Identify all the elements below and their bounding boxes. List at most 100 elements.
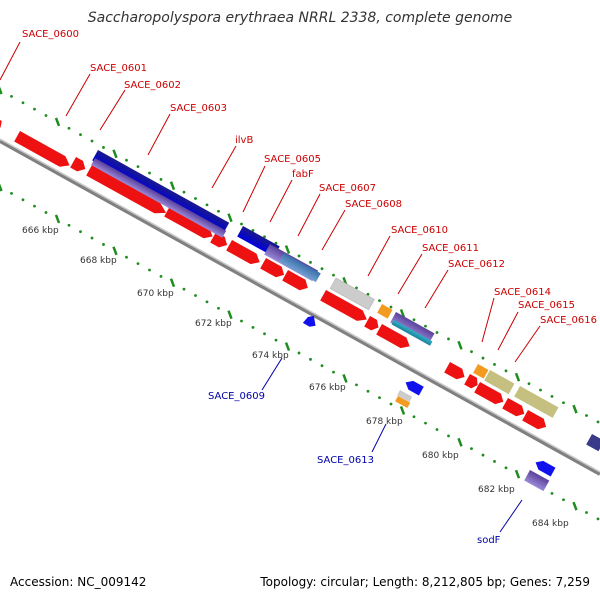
gene-label[interactable]: SACE_0611: [422, 243, 479, 254]
tick-mark-major: [169, 181, 176, 191]
tick-mark-minor: [504, 369, 508, 373]
gene-arrow[interactable]: [376, 324, 412, 351]
gene-label[interactable]: ilvB: [235, 135, 253, 146]
tick-mark-minor: [493, 460, 496, 463]
gene-label[interactable]: SACE_0616: [540, 315, 597, 326]
tick-mark-minor: [159, 274, 163, 278]
kbp-label: 674 kbp: [252, 351, 289, 361]
tick-mark-minor: [366, 292, 370, 296]
tick-mark-minor: [435, 331, 439, 334]
tick-mark-minor: [102, 146, 105, 149]
gene-label[interactable]: sodF: [477, 535, 501, 546]
feature-box[interactable]: [91, 158, 227, 238]
tick-mark-minor: [562, 498, 565, 502]
gene-label[interactable]: SACE_0600: [22, 29, 79, 40]
kbp-label: 672 kbp: [195, 319, 232, 329]
forward-leader-lines: [0, 41, 541, 363]
tick-mark-minor: [297, 254, 301, 258]
gene-arrow[interactable]: [364, 316, 381, 333]
gene-label[interactable]: SACE_0614: [494, 287, 551, 298]
gene-label[interactable]: SACE_0612: [448, 259, 505, 270]
tick-mark-major: [514, 469, 521, 479]
gene-label[interactable]: SACE_0601: [90, 63, 147, 74]
kbp-label: 676 kbp: [309, 383, 346, 393]
tick-mark-minor: [217, 209, 220, 213]
tick-mark-minor: [44, 114, 48, 117]
gene-arrow[interactable]: [260, 258, 287, 280]
feature-box[interactable]: [397, 390, 413, 403]
tick-mark-minor: [263, 332, 266, 336]
feature-box[interactable]: [473, 364, 489, 379]
tick-mark-minor: [102, 243, 105, 246]
tick-mark-minor: [435, 428, 439, 431]
tick-mark-minor: [412, 318, 416, 322]
gene-arrow[interactable]: [444, 362, 467, 382]
tick-mark-minor: [274, 338, 278, 342]
reverse-gene-arrow[interactable]: [403, 378, 424, 396]
gene-label[interactable]: fabF: [292, 169, 314, 180]
gene-arrow[interactable]: [282, 270, 311, 293]
tick-dots-inner: [0, 183, 600, 521]
gene-arrow[interactable]: [502, 398, 527, 419]
reverse-leader-lines: [261, 357, 523, 533]
feature-box[interactable]: [524, 470, 550, 492]
tick-mark-minor: [585, 414, 588, 417]
tick-mark-minor: [596, 420, 600, 424]
tick-mark-major: [112, 246, 118, 256]
gene-label[interactable]: SACE_0613: [317, 455, 374, 466]
tick-mark-minor: [274, 241, 278, 245]
feature-box[interactable]: [395, 396, 411, 409]
gene-label[interactable]: SACE_0609: [208, 391, 265, 402]
tick-mark-major: [572, 501, 578, 511]
gene-arrow[interactable]: [522, 410, 549, 432]
kbp-label: 670 kbp: [137, 289, 174, 299]
reverse-gene-arrow[interactable]: [533, 458, 556, 477]
feature-box[interactable]: [377, 304, 393, 319]
gene-arrow[interactable]: [70, 157, 88, 174]
gene-arrow[interactable]: [164, 206, 215, 242]
gene-arrow[interactable]: [86, 165, 169, 218]
feature-box[interactable]: [586, 434, 600, 452]
kbp-label: 668 kbp: [80, 256, 117, 266]
gene-label[interactable]: SACE_0605: [264, 154, 321, 165]
tick-mark-minor: [378, 396, 381, 400]
tick-mark-minor: [447, 337, 450, 341]
feature-box[interactable]: [92, 150, 230, 234]
tick-mark-minor: [470, 447, 473, 451]
tick-mark-major: [514, 372, 521, 382]
feature-box[interactable]: [390, 312, 435, 344]
gene-arrow[interactable]: [474, 382, 506, 407]
gene-label[interactable]: SACE_0615: [518, 300, 575, 311]
feature-box[interactable]: [391, 320, 433, 346]
gene-label[interactable]: SACE_0603: [170, 103, 227, 114]
tick-mark-minor: [412, 415, 416, 419]
tick-mark-major: [572, 404, 578, 414]
feature-box[interactable]: [329, 277, 375, 311]
gene-label[interactable]: SACE_0602: [124, 80, 181, 91]
gene-arrow[interactable]: [464, 374, 480, 390]
tick-mark-minor: [596, 517, 600, 521]
gene-arrow[interactable]: [0, 120, 3, 132]
gene-arrow[interactable]: [320, 290, 370, 325]
reverse-gene-arrow[interactable]: [302, 315, 316, 328]
tick-mark-major: [112, 149, 118, 159]
tick-mark-minor: [527, 382, 531, 385]
tick-mark-minor: [10, 191, 13, 195]
tick-mark-major: [227, 310, 233, 320]
kbp-labels: 666 kbp 668 kbp 670 kbp 672 kbp 674 kbp …: [22, 226, 569, 529]
tick-mark-minor: [125, 255, 128, 259]
tick-mark-minor: [251, 326, 255, 329]
tick-mark-minor: [481, 356, 485, 360]
gene-arrow[interactable]: [14, 131, 72, 171]
tick-mark-minor: [378, 299, 381, 303]
feature-box[interactable]: [484, 370, 515, 395]
gene-arrow[interactable]: [226, 240, 262, 267]
tick-mark-minor: [550, 394, 554, 398]
feature-box[interactable]: [514, 386, 559, 418]
gene-label[interactable]: SACE_0610: [391, 225, 448, 236]
gene-label[interactable]: SACE_0607: [319, 183, 376, 194]
gene-label[interactable]: SACE_0608: [345, 199, 402, 210]
feature-box[interactable]: [279, 252, 321, 283]
forward-gene-labels: SACE_0600 SACE_0601 SACE_0602 SACE_0603 …: [22, 29, 597, 326]
